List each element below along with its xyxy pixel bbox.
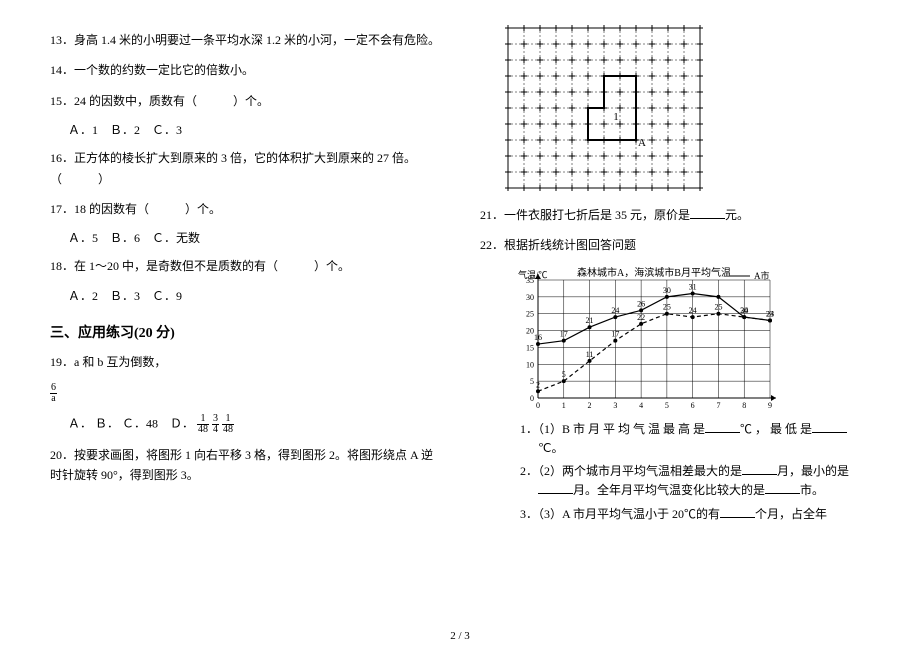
sub-q1: 1．（1）B 市 月 平 均 气 温 最 高 是℃ ， 最 低 是℃。: [520, 420, 870, 458]
page-footer: 2 / 3: [0, 630, 920, 642]
sub-q3: 3．（3）A 市月平均气温小于 20℃的有个月，占全年: [520, 505, 870, 524]
q21-blank: [690, 208, 725, 219]
svg-text:10: 10: [526, 360, 534, 369]
svg-text:4: 4: [639, 401, 643, 410]
line-chart: 森林城市A，海滨城市B月平均气温气温/℃A市012345678905101520…: [510, 266, 780, 416]
sub-q2: 2．（2）两个城市月平均气温相差最大的是月，最小的是月。全年月平均气温变化比较大…: [520, 462, 870, 500]
q15-options: Ａ．1 Ｂ．2 Ｃ．3: [50, 121, 440, 138]
svg-text:24: 24: [689, 306, 697, 315]
svg-text:16: 16: [534, 333, 542, 342]
svg-text:17: 17: [560, 329, 568, 338]
svg-text:1: 1: [562, 401, 566, 410]
q22: 22．根据折线统计图回答问题: [480, 235, 870, 255]
svg-text:8: 8: [742, 401, 746, 410]
svg-text:1: 1: [613, 111, 619, 123]
svg-text:22: 22: [637, 313, 645, 322]
svg-text:24: 24: [740, 306, 748, 315]
right-column: 1A 21．一件衣服打七折后是 35 元，原价是元。 22．根据折线统计图回答问…: [480, 20, 870, 528]
q21: 21．一件衣服打七折后是 35 元，原价是元。: [480, 205, 870, 225]
grid-figure: 1A: [500, 20, 710, 195]
svg-text:23: 23: [766, 309, 774, 318]
q18-options: Ａ．2 Ｂ．3 Ｃ．9: [50, 287, 440, 304]
svg-text:25: 25: [714, 302, 722, 311]
q15: 15．24 的因数中，质数有（ ）个。: [50, 91, 440, 111]
q19-frac-1: 148: [197, 414, 209, 435]
svg-text:30: 30: [526, 293, 534, 302]
svg-text:5: 5: [562, 370, 566, 379]
svg-text:30: 30: [663, 286, 671, 295]
svg-text:17: 17: [611, 329, 619, 338]
svg-text:25: 25: [526, 309, 534, 318]
svg-text:35: 35: [526, 276, 534, 285]
svg-text:2: 2: [588, 401, 592, 410]
svg-text:3: 3: [613, 401, 617, 410]
q19-options: Ａ． Ｂ． Ｃ．48 Ｄ． 148 34 148: [50, 414, 440, 435]
svg-text:31: 31: [689, 282, 697, 291]
svg-text:0: 0: [536, 401, 540, 410]
section-3-title: 三、应用练习(20 分): [50, 322, 440, 342]
page: 13．身高 1.4 米的小明要过一条平均水深 1.2 米的小河，一定不会有危险。…: [0, 0, 920, 538]
svg-text:9: 9: [768, 401, 772, 410]
q19-fraction: 6 a: [50, 383, 57, 404]
svg-text:5: 5: [530, 377, 534, 386]
svg-text:0: 0: [530, 394, 534, 403]
q19-frac-2: 34: [212, 414, 219, 435]
svg-text:5: 5: [665, 401, 669, 410]
q16: 16．正方体的棱长扩大到原来的 3 倍，它的体积扩大到原来的 27 倍。（ ）: [50, 148, 440, 189]
q14: 14．一个数的约数一定比它的倍数小。: [50, 60, 440, 80]
svg-text:20: 20: [526, 326, 534, 335]
q13: 13．身高 1.4 米的小明要过一条平均水深 1.2 米的小河，一定不会有危险。: [50, 30, 440, 50]
left-column: 13．身高 1.4 米的小明要过一条平均水深 1.2 米的小河，一定不会有危险。…: [50, 20, 440, 528]
svg-text:21: 21: [586, 316, 594, 325]
svg-text:24: 24: [611, 306, 619, 315]
svg-text:15: 15: [526, 343, 534, 352]
q19-frac: 6 a: [50, 382, 440, 404]
svg-text:2: 2: [536, 380, 540, 389]
svg-text:11: 11: [586, 350, 594, 359]
svg-text:A: A: [638, 137, 646, 149]
q20: 20．按要求画图，将图形 1 向右平移 3 格，得到图形 2。将图形绕点 A 逆…: [50, 445, 440, 486]
q17-options: Ａ．5 Ｂ．6 Ｃ．无数: [50, 229, 440, 246]
q19-frac-3: 148: [222, 414, 234, 435]
q18: 18．在 1～20 中，是奇数但不是质数的有（ ）个。: [50, 256, 440, 276]
svg-text:25: 25: [663, 302, 671, 311]
svg-text:A市: A市: [754, 270, 770, 281]
q19: 19．a 和 b 互为倒数，: [50, 352, 440, 372]
svg-text:26: 26: [637, 299, 645, 308]
svg-text:7: 7: [716, 401, 720, 410]
q17: 17．18 的因数有（ ）个。: [50, 199, 440, 219]
svg-text:6: 6: [691, 401, 695, 410]
svg-text:森林城市A，海滨城市B月平均气温: 森林城市A，海滨城市B月平均气温: [577, 266, 731, 279]
